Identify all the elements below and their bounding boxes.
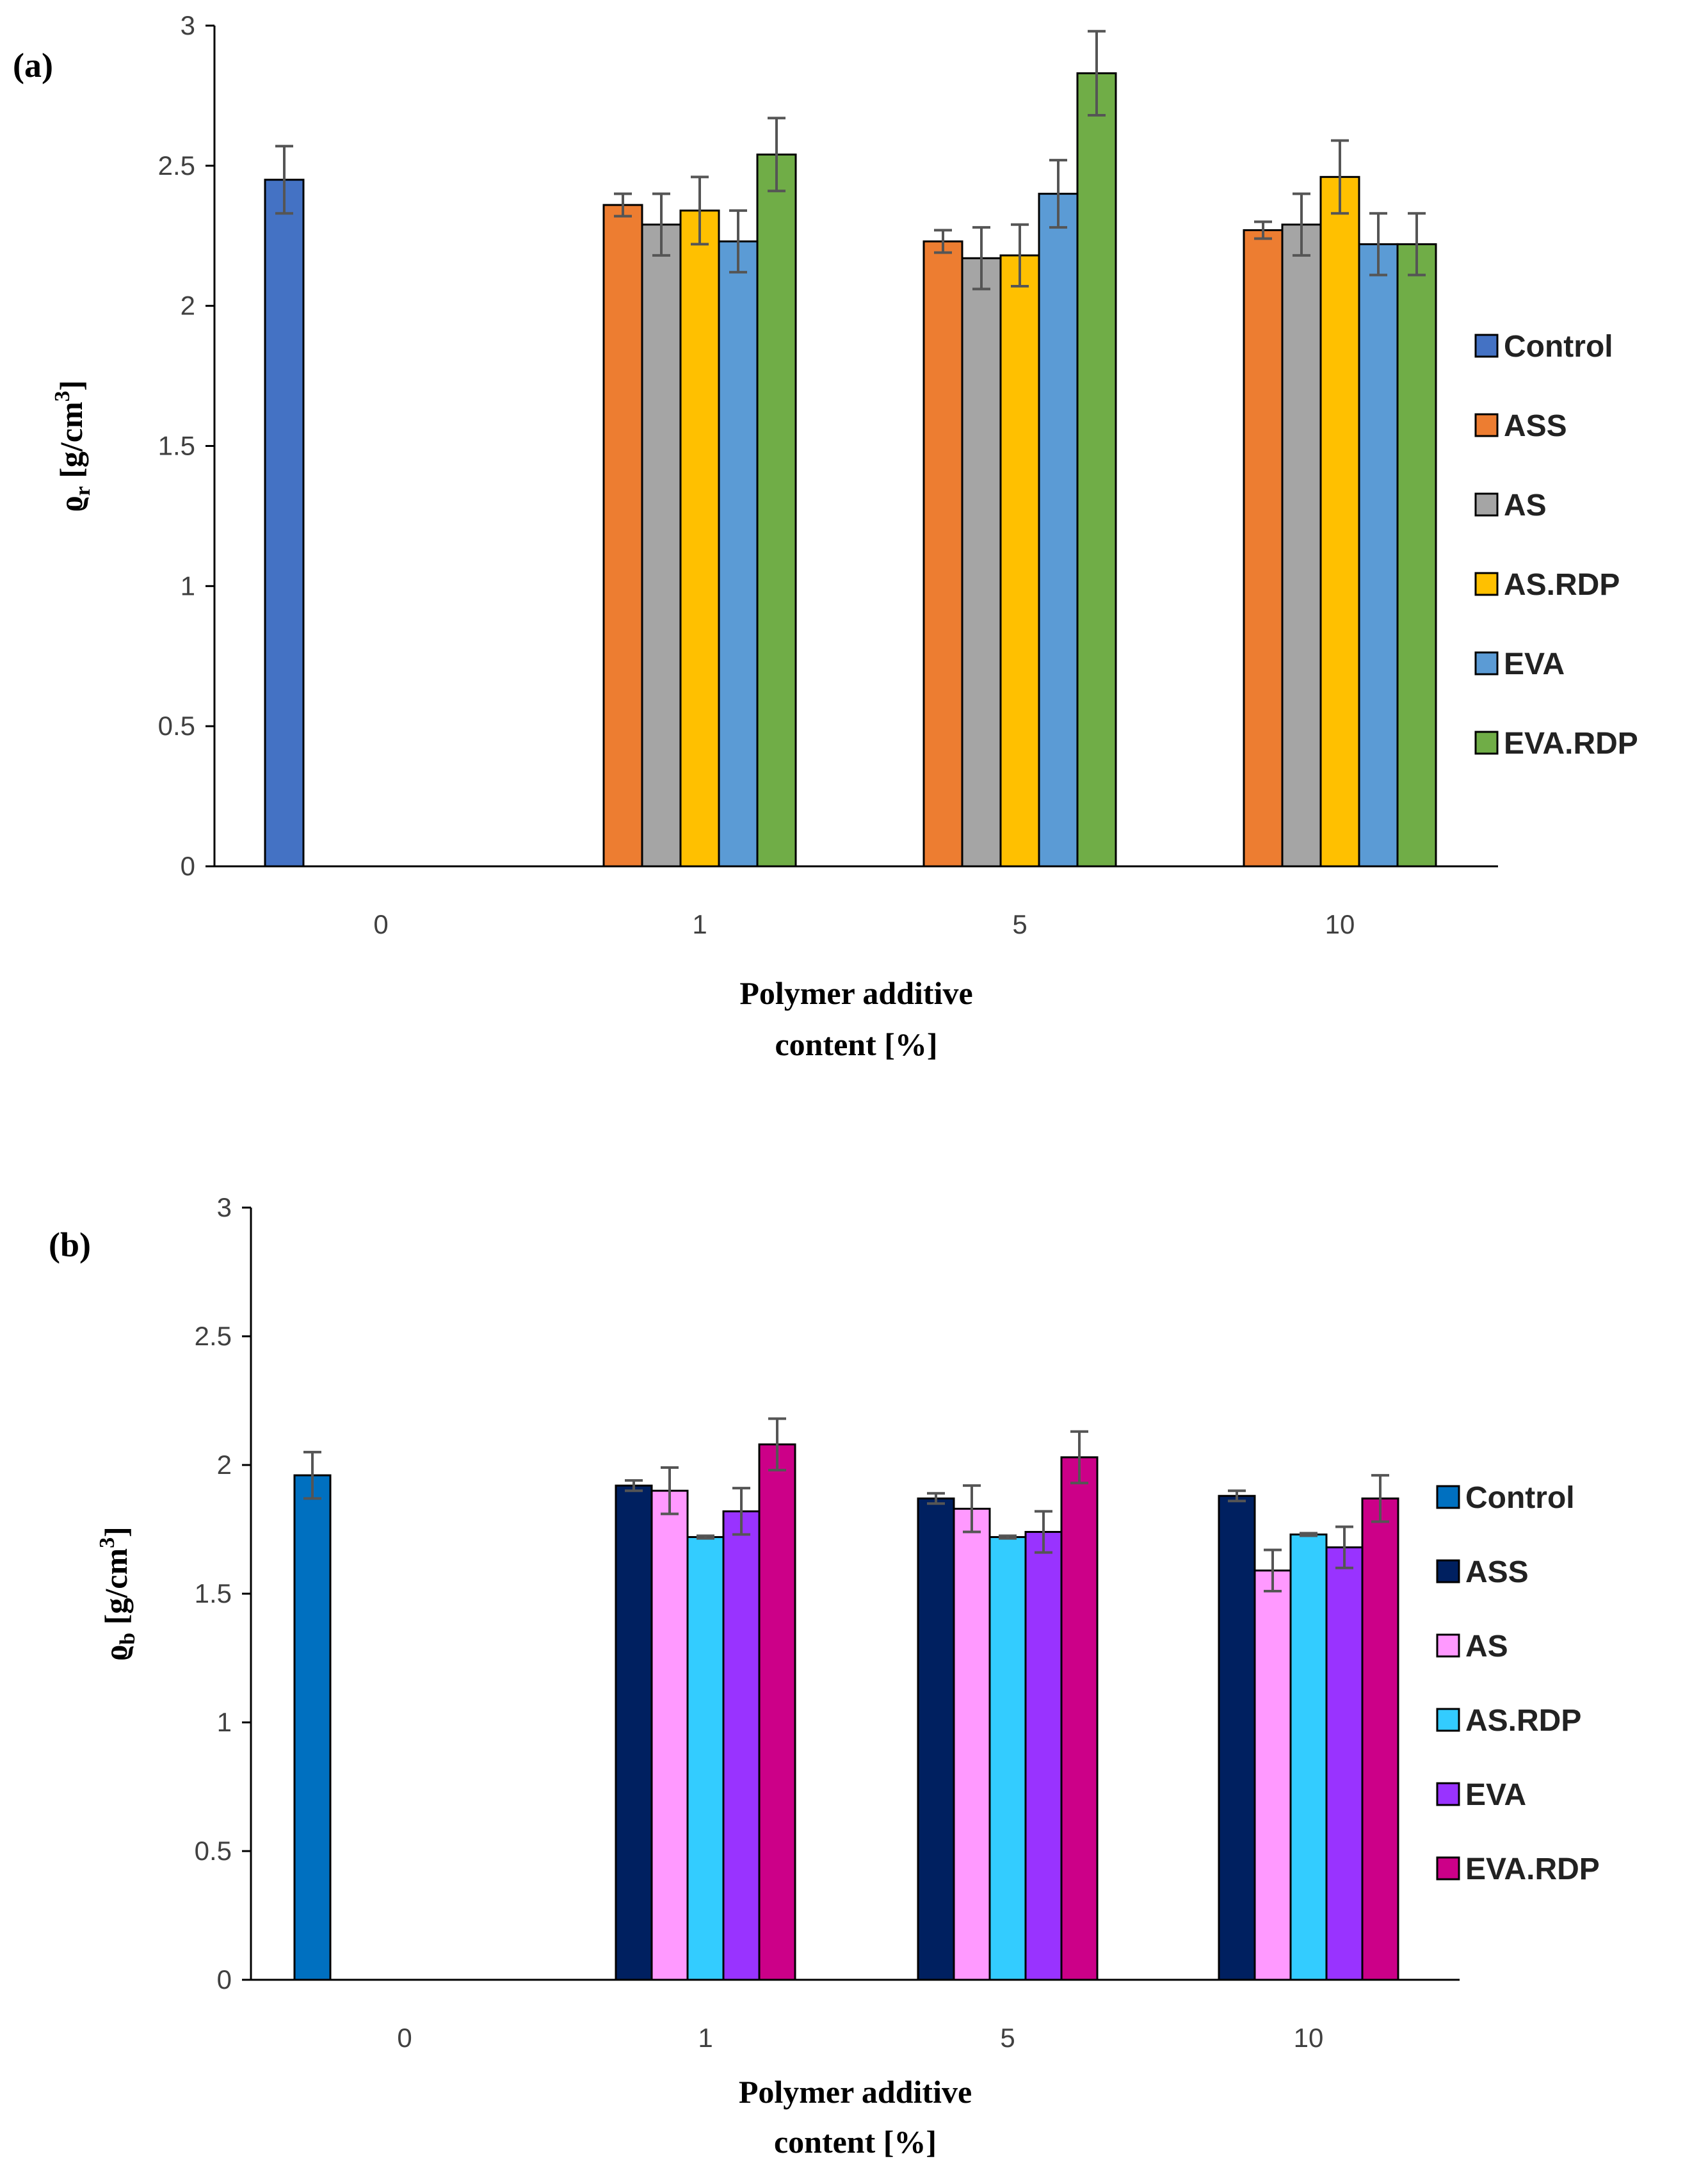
panel-a-bar-as-5 — [961, 257, 1002, 868]
panel-a-legend-swatch-as — [1474, 492, 1499, 517]
panel-b-bar-as-rdp-1 — [686, 1536, 725, 1981]
panel-a-bar-ass-10 — [1243, 229, 1284, 868]
panel-a-x-tick-label: 10 — [1325, 909, 1355, 939]
panel-a-y-tick-label: 0.5 — [158, 711, 195, 741]
panel-a-y-tick-label: 3 — [181, 10, 195, 40]
panel-b-legend-label-eva-rdp: EVA.RDP — [1465, 1852, 1600, 1886]
panel-b-x-tick-label: 10 — [1294, 2023, 1324, 2053]
panel-b-bar-eva-rdp-10 — [1361, 1497, 1399, 1981]
panel-a-bar-as-rdp-10 — [1319, 175, 1360, 868]
panel-a-legend-label-as: AS — [1504, 489, 1547, 522]
panel-a-bar-eva-rdp-1 — [756, 153, 797, 868]
panel-a-label: (a) — [13, 46, 53, 85]
panel-a-legend-swatch-control — [1474, 334, 1499, 358]
panel-b-legend-swatch-as — [1436, 1633, 1460, 1658]
panel-a-x-axis-title-line1: Polymer additive — [739, 975, 972, 1011]
panel-a-x-axis-title-line2: content [%] — [775, 1026, 937, 1062]
panel-a-legend-label-eva: EVA — [1504, 647, 1565, 681]
panel-a-legend-label-eva-rdp: EVA.RDP — [1504, 727, 1638, 761]
panel-b-legend-label-as: AS — [1465, 1630, 1508, 1663]
panel-a-y-tick-label: 1.5 — [158, 431, 195, 461]
panel-b-legend-label-control: Control — [1465, 1481, 1575, 1515]
panel-b-legend-swatch-eva — [1436, 1782, 1460, 1806]
panel-b-y-axis-title: ϱb [g/cm3] — [95, 1526, 140, 1660]
panel-a-bar-eva-5 — [1038, 193, 1079, 868]
panel-b-bar-as-10 — [1253, 1569, 1292, 1981]
panel-b-bar-eva-10 — [1325, 1546, 1364, 1981]
panel-a-legend-swatch-eva-rdp — [1474, 731, 1499, 755]
panel-a-legend-swatch-as-rdp — [1474, 572, 1499, 596]
panel-b-legend-swatch-eva-rdp — [1436, 1856, 1460, 1881]
panel-b-bar-eva-rdp-1 — [758, 1443, 796, 1981]
panel-b-y-tick-label: 0 — [217, 1964, 232, 1995]
panel-b-bar-ass-10 — [1218, 1494, 1256, 1981]
panel-a-bar-eva-10 — [1358, 243, 1399, 868]
panel-a-bar-as-1 — [641, 223, 682, 868]
panel-b-legend-label-as-rdp: AS.RDP — [1465, 1704, 1581, 1738]
panel-a-legend-swatch-eva — [1474, 651, 1499, 676]
panel-a-bar-eva-rdp-10 — [1396, 243, 1437, 868]
panel-a-y-tick-label: 2 — [181, 291, 195, 321]
panel-b-y-tick-label: 0.5 — [195, 1836, 232, 1866]
panel-a-y-tick-label: 2.5 — [158, 150, 195, 181]
panel-a-bar-control-0 — [264, 179, 305, 868]
panel-a-legend-swatch-ass — [1474, 413, 1499, 437]
panel-b-bar-eva-5 — [1024, 1531, 1063, 1981]
panel-b-label: (b) — [49, 1226, 91, 1264]
panel-b-legend-swatch-ass — [1436, 1559, 1460, 1583]
panel-a-x-tick-label: 1 — [692, 909, 707, 939]
panel-a-x-tick-label: 0 — [373, 909, 388, 939]
panel-b-x-axis-title-line1: Polymer additive — [739, 2074, 972, 2110]
panel-b-legend: Control ASS AS AS.RDP EVA EVA.RDP — [1436, 1481, 1600, 1886]
panel-a-legend-label-as-rdp: AS.RDP — [1504, 568, 1620, 602]
panel-b-y-tick-label: 2.5 — [195, 1321, 232, 1351]
panel-b-bar-eva-rdp-5 — [1060, 1456, 1099, 1981]
panel-a-bar-ass-1 — [602, 204, 643, 868]
panel-a-bar-as-10 — [1281, 223, 1322, 868]
panel-b-y-tick-label: 2 — [217, 1450, 232, 1480]
panel-b-legend-swatch-control — [1436, 1485, 1460, 1509]
panel-b-x-axis-title-line2: content [%] — [774, 2124, 937, 2160]
panel-a-legend-label-ass: ASS — [1504, 409, 1567, 443]
panel-b-bar-ass-5 — [917, 1497, 955, 1981]
panel-b-legend-label-ass: ASS — [1465, 1555, 1529, 1589]
panel-b-bar-as-rdp-10 — [1289, 1534, 1328, 1981]
panel-b-y-tick-label: 3 — [217, 1192, 232, 1222]
panel-b: (b) 0 0.5 1 1.5 2 2.5 3 0 1 5 10 Control ASS AS AS.RDP E… — [49, 1192, 1600, 2160]
panel-b-legend-swatch-as-rdp — [1436, 1708, 1460, 1732]
panel-b-bar-eva-1 — [722, 1510, 761, 1981]
panel-a-bar-as-rdp-1 — [679, 209, 720, 868]
panel-a-bar-eva-rdp-5 — [1076, 72, 1117, 868]
panel-b-y-tick-label: 1 — [217, 1707, 232, 1737]
panel-b-bar-as-5 — [953, 1507, 991, 1981]
panel-b-bar-as-rdp-5 — [988, 1536, 1027, 1981]
panel-a-legend-label-control: Control — [1504, 330, 1613, 364]
panel-b-y-tick-label: 1.5 — [195, 1578, 232, 1608]
panel-b-bar-control-0 — [293, 1474, 332, 1981]
panel-a-bar-as-rdp-5 — [999, 254, 1040, 868]
panel-a-legend: Control ASS AS AS.RDP EVA EVA.RDP — [1474, 330, 1638, 761]
panel-a: (a) 0 0.5 1 1.5 2 2.5 3 0 1 5 10 Control ASS AS AS.RDP E… — [13, 10, 1638, 1062]
panel-a-y-tick-label: 1 — [181, 571, 195, 601]
panel-a-bar-eva-1 — [718, 240, 759, 868]
panel-a-bar-ass-5 — [922, 240, 963, 868]
panel-a-y-tick-label: 0 — [181, 851, 195, 881]
panel-b-x-tick-label: 0 — [397, 2023, 412, 2053]
panel-b-x-tick-label: 5 — [1000, 2023, 1015, 2053]
panel-b-bar-as-1 — [650, 1489, 689, 1981]
panel-b-x-tick-label: 1 — [698, 2023, 713, 2053]
panel-b-bar-ass-1 — [615, 1484, 653, 1981]
panel-b-legend-label-eva: EVA — [1465, 1778, 1526, 1812]
panel-a-x-tick-label: 5 — [1012, 909, 1027, 939]
panel-a-y-axis-title: ϱr [g/cm3] — [51, 380, 95, 512]
